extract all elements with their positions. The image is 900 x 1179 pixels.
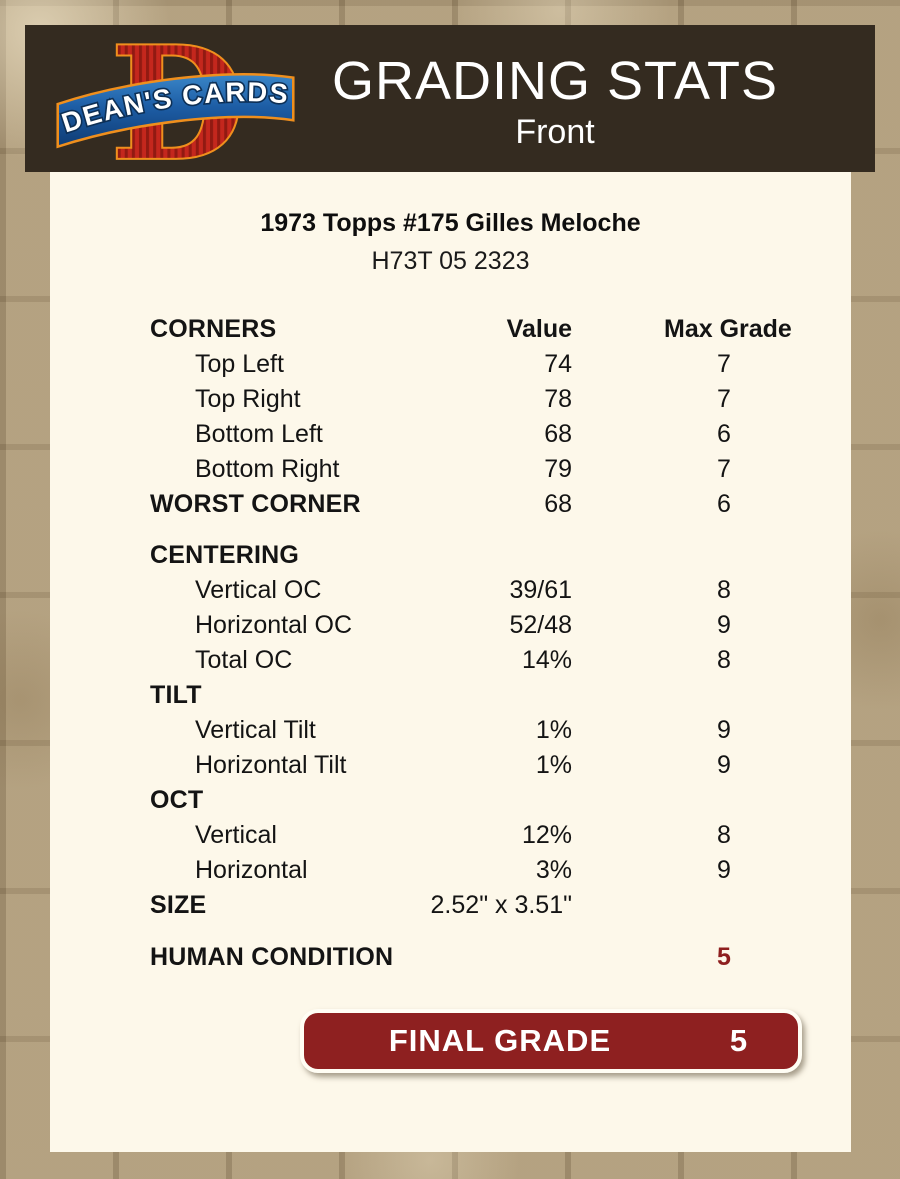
row-max-grade: 9: [717, 751, 731, 779]
column-header-value: Value: [506, 315, 572, 343]
row-label: SIZE: [150, 891, 207, 919]
grading-stats-table: CORNERS Value Max Grade Top Left 74 7 To…: [150, 312, 802, 1073]
row-value: 39/61: [509, 576, 572, 604]
table-row: Horizontal 3% 9: [150, 853, 790, 888]
row-value: 14%: [521, 646, 572, 674]
row-label: Top Right: [195, 385, 301, 413]
section-label: CENTERING: [150, 541, 300, 569]
row-value: 68: [544, 490, 572, 518]
section-label: TILT: [150, 681, 202, 709]
page-title: GRADING STATS: [331, 50, 779, 111]
card-title: 1973 Topps #175 Gilles Meloche: [260, 209, 641, 237]
row-value: 2.52" x 3.51": [430, 891, 572, 919]
row-value: 3%: [535, 856, 572, 884]
row-label: Top Left: [195, 350, 284, 378]
row-label: Horizontal OC: [195, 611, 352, 639]
row-label: Vertical Tilt: [195, 716, 316, 744]
table-row: Horizontal OC 52/48 9: [150, 608, 790, 643]
row-max-grade: 8: [717, 576, 731, 604]
row-value: 12%: [521, 821, 572, 849]
section-label: OCT: [150, 786, 204, 814]
header-text-block: GRADING STATS Front: [305, 25, 875, 172]
table-row: Top Right 78 7: [150, 382, 790, 417]
row-max-grade: 9: [717, 856, 731, 884]
row-max-grade: 9: [717, 716, 731, 744]
section-header-row: TILT: [150, 678, 790, 713]
deans-cards-logo: D DEAN'S CARDS: [25, 12, 305, 197]
grading-report-panel: 1973 Topps #175 Gilles Meloche H73T 05 2…: [50, 172, 851, 1152]
deans-cards-logo-icon: D DEAN'S CARDS: [56, 12, 295, 197]
table-row: Vertical 12% 8: [150, 818, 790, 853]
table-row: Total OC 14% 8: [150, 643, 790, 678]
card-serial-code: H73T 05 2323: [371, 247, 530, 275]
row-value: 74: [544, 350, 572, 378]
row-max-grade: 6: [717, 420, 731, 448]
row-max-grade: 9: [717, 611, 731, 639]
row-max-grade: 8: [717, 821, 731, 849]
table-row: Bottom Right 79 7: [150, 452, 790, 487]
logo-ribbon: [56, 73, 295, 149]
row-label: Horizontal: [195, 856, 308, 884]
size-row: SIZE 2.52" x 3.51": [150, 888, 790, 923]
section-header-row: OCT: [150, 783, 790, 818]
table-header-row: CORNERS Value Max Grade: [150, 312, 792, 347]
section-header-row: CENTERING: [150, 538, 790, 573]
human-condition-grade: 5: [717, 943, 731, 971]
row-label: Bottom Left: [195, 420, 323, 448]
table-row: Top Left 74 7: [150, 347, 790, 382]
row-max-grade: 7: [717, 455, 731, 483]
row-label: Vertical: [195, 821, 277, 849]
section-label: CORNERS: [150, 315, 277, 343]
table-row: Vertical OC 39/61 8: [150, 573, 790, 608]
row-value: 1%: [535, 751, 572, 779]
row-value: 68: [544, 420, 572, 448]
row-label: Bottom Right: [195, 455, 340, 483]
row-label: Vertical OC: [195, 576, 322, 604]
table-row: Bottom Left 68 6: [150, 417, 790, 452]
header-banner: D DEAN'S CARDS GRADING STATS Front: [25, 12, 875, 197]
table-row: Horizontal Tilt 1% 9: [150, 748, 790, 783]
row-max-grade: 6: [717, 490, 731, 518]
final-grade-value: 5: [729, 1023, 749, 1058]
row-label: Total OC: [195, 646, 293, 674]
page-subtitle: Front: [515, 112, 595, 151]
row-value: 79: [544, 455, 572, 483]
human-condition-row: HUMAN CONDITION 5: [150, 939, 790, 975]
row-max-grade: 7: [717, 350, 731, 378]
human-condition-label: HUMAN CONDITION: [150, 943, 394, 971]
row-label: WORST CORNER: [150, 490, 361, 518]
final-grade-badge: FINAL GRADE 5: [300, 1009, 802, 1073]
row-value: 1%: [535, 716, 572, 744]
row-max-grade: 7: [717, 385, 731, 413]
table-row: Vertical Tilt 1% 9: [150, 713, 790, 748]
column-header-max-grade: Max Grade: [664, 315, 792, 343]
row-value: 78: [544, 385, 572, 413]
row-value: 52/48: [509, 611, 572, 639]
row-label: Horizontal Tilt: [195, 751, 347, 779]
worst-corner-row: WORST CORNER 68 6: [150, 487, 790, 522]
row-max-grade: 8: [717, 646, 731, 674]
final-grade-label: FINAL GRADE: [388, 1023, 612, 1058]
